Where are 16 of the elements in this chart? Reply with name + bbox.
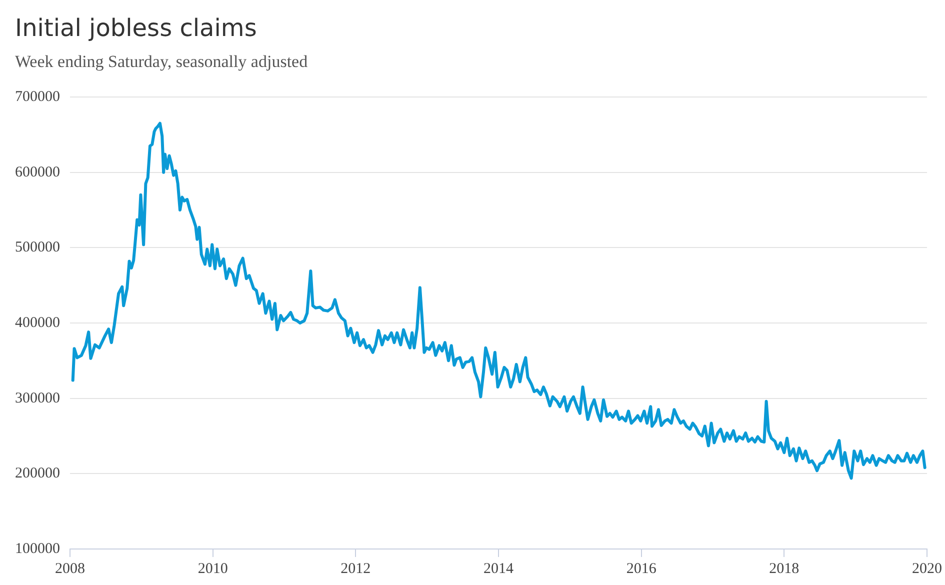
x-tick-label: 2010 xyxy=(198,560,228,577)
y-tick-label: 400000 xyxy=(15,314,60,331)
chart-title: Initial jobless claims xyxy=(15,14,257,42)
y-tick-label: 500000 xyxy=(15,240,60,256)
y-tick-label: 100000 xyxy=(15,540,60,557)
x-tick-label: 2008 xyxy=(55,560,85,577)
x-tick-label: 2016 xyxy=(626,560,657,577)
x-tick-label: 2014 xyxy=(484,560,514,577)
x-tick-label: 2020 xyxy=(912,560,942,577)
y-tick-label: 700000 xyxy=(15,88,60,105)
y-tick-label: 300000 xyxy=(15,390,60,406)
y-tick-label: 600000 xyxy=(15,164,60,180)
x-tick-label: 2012 xyxy=(340,560,371,577)
y-tick-label: 200000 xyxy=(15,466,60,482)
chart-subtitle: Week ending Saturday, seasonally adjusted xyxy=(15,52,308,72)
x-tick-label: 2018 xyxy=(769,560,800,577)
